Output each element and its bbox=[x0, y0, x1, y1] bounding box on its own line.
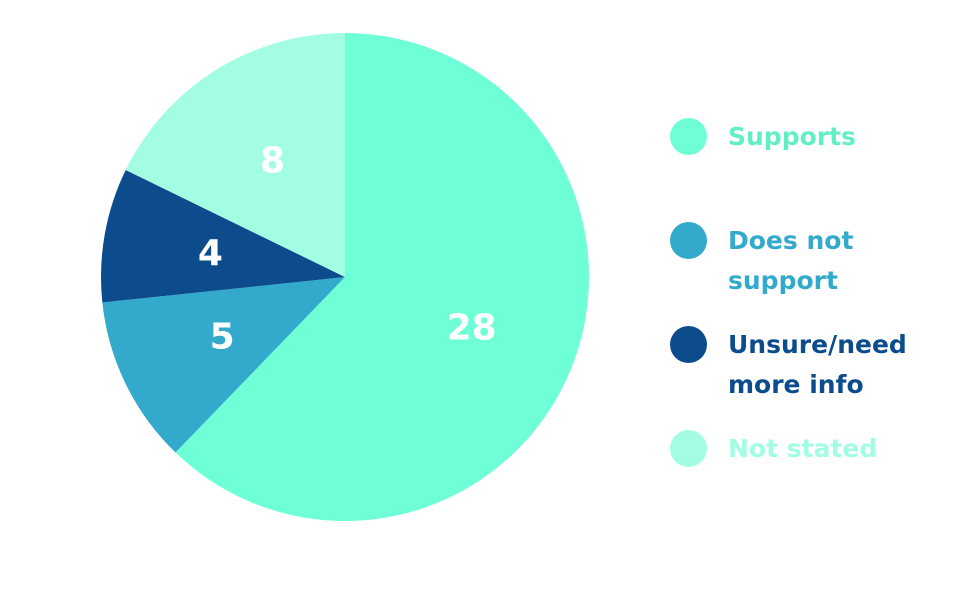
slice-value-label-does-not-support: 5 bbox=[210, 316, 235, 357]
pie-slice-supports bbox=[175, 33, 589, 522]
pie-slice-unsure-need-more-info bbox=[100, 170, 345, 303]
slice-value-label-not-stated: 8 bbox=[260, 141, 285, 182]
pie-slice-not-stated bbox=[125, 33, 346, 277]
pie-slice-labels: 28 5 4 8 bbox=[198, 141, 497, 358]
slice-value-label-supports: 28 bbox=[447, 308, 497, 349]
pie-slice-does-not-support bbox=[102, 277, 345, 453]
pie-slices bbox=[100, 33, 589, 522]
slice-value-label-unsure-need-more-info: 4 bbox=[198, 233, 223, 274]
